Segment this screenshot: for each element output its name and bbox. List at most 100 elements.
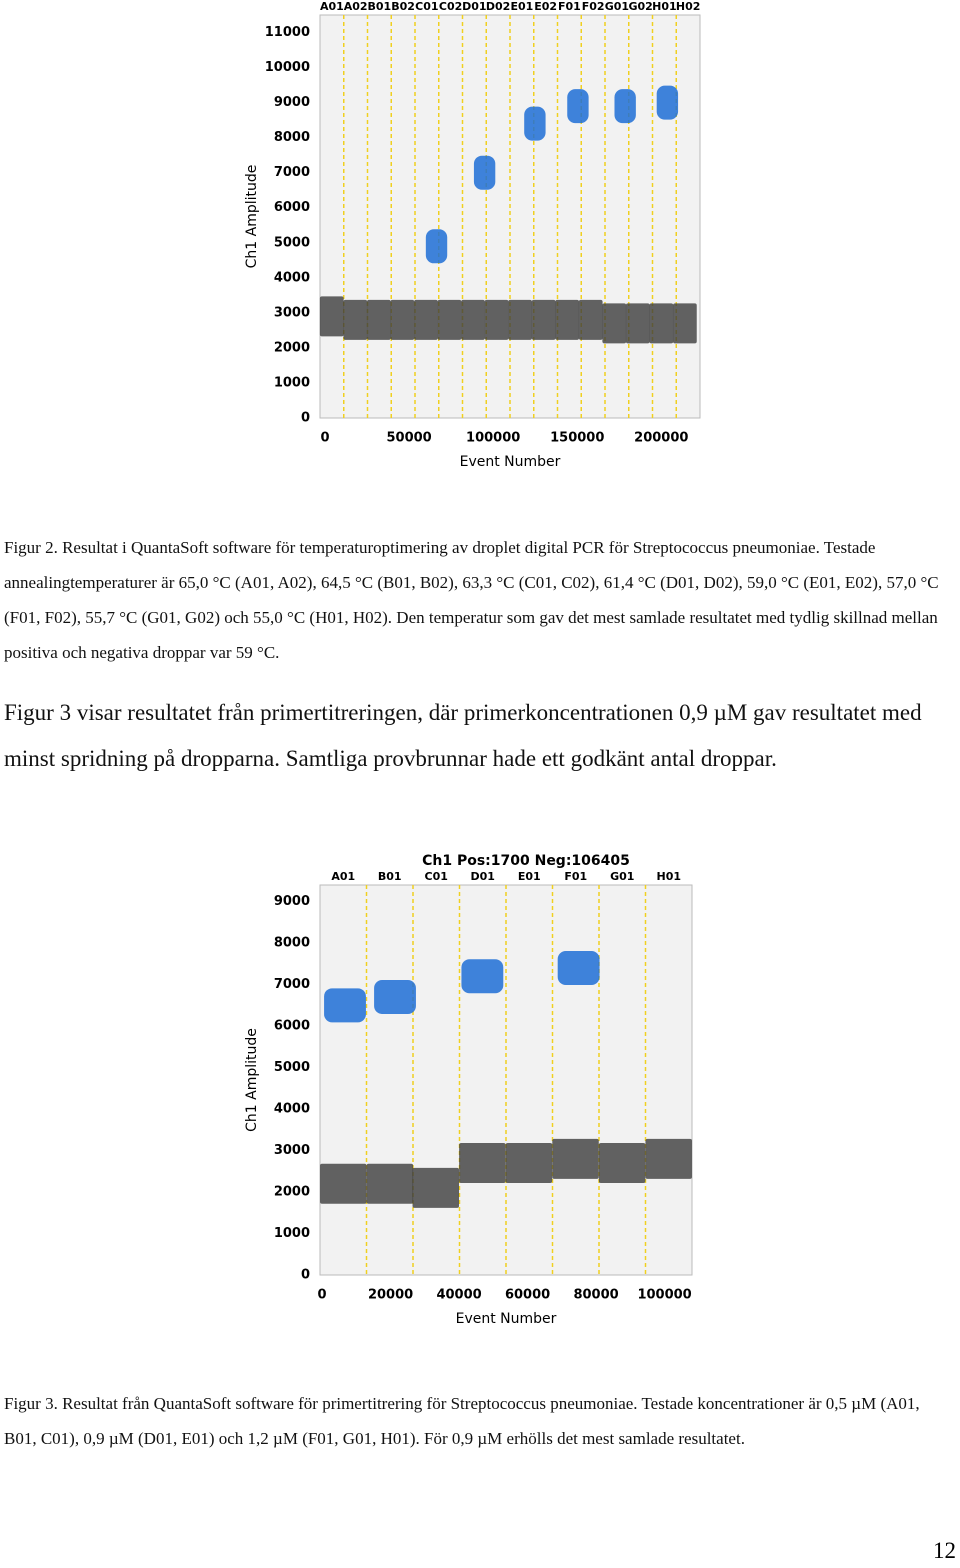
negative-band	[505, 1142, 553, 1183]
x-axis-label: Event Number	[456, 1311, 557, 1327]
positive-cluster	[656, 85, 679, 120]
x-tick-label: 150000	[550, 431, 604, 446]
x-tick-label: 0	[321, 431, 330, 446]
well-label: F01	[564, 870, 587, 883]
well-label: D01	[471, 870, 495, 883]
positive-cluster	[524, 106, 546, 141]
caption: Figur 2. Resultat i QuantaSoft software …	[4, 538, 939, 662]
negative-band	[414, 299, 438, 340]
negative-band	[602, 303, 627, 344]
well-label: C02	[439, 0, 462, 13]
y-tick-label: 10000	[265, 60, 310, 75]
y-tick-label: 7000	[274, 977, 310, 992]
well-label: D02	[486, 0, 510, 13]
negative-band	[625, 303, 650, 344]
negative-band	[366, 1163, 414, 1204]
well-label: E01	[518, 870, 541, 883]
x-tick-label: 0	[318, 1288, 327, 1303]
negative-band	[672, 303, 697, 344]
positive-cluster	[374, 980, 416, 1015]
y-tick-label: 1000	[274, 375, 310, 390]
x-tick-label: 40000	[436, 1288, 481, 1303]
negative-band	[459, 1142, 506, 1183]
negative-band	[343, 299, 368, 340]
y-tick-label: 2000	[274, 1185, 310, 1200]
y-tick-label: 0	[301, 411, 310, 426]
x-tick-label: 100000	[637, 1288, 691, 1303]
y-tick-label: 1000	[274, 1226, 310, 1241]
well-label: A02	[344, 0, 368, 13]
negative-band	[649, 303, 674, 344]
x-tick-label: 20000	[368, 1288, 413, 1303]
positive-cluster	[324, 988, 366, 1023]
well-label: C01	[415, 0, 438, 13]
well-label: F01	[558, 0, 581, 13]
y-tick-label: 6000	[274, 200, 310, 215]
x-tick-label: 60000	[505, 1288, 550, 1303]
positive-cluster	[557, 950, 600, 985]
y-tick-label: 4000	[274, 1102, 310, 1117]
negative-band	[552, 1138, 599, 1179]
positive-cluster	[614, 89, 636, 124]
x-tick-label: 100000	[466, 431, 520, 446]
well-label: H01	[656, 870, 681, 883]
well-label: F02	[582, 0, 605, 13]
negative-band	[598, 1142, 646, 1183]
negative-band	[319, 296, 344, 337]
negative-band	[412, 1167, 460, 1208]
page-number: 12	[933, 1538, 956, 1563]
y-tick-label: 8000	[274, 936, 310, 951]
y-tick-label: 8000	[274, 130, 310, 145]
well-label: E01	[510, 0, 533, 13]
y-tick-label: 3000	[274, 1143, 310, 1158]
negative-band	[437, 299, 462, 340]
negative-band	[390, 299, 415, 340]
well-label: B01	[378, 870, 402, 883]
y-tick-label: 9000	[274, 894, 310, 909]
negative-band	[320, 1163, 367, 1204]
negative-band	[645, 1138, 692, 1179]
negative-band	[366, 299, 391, 340]
well-label: H02	[676, 0, 701, 13]
y-tick-label: 5000	[274, 1060, 310, 1075]
positive-cluster	[473, 155, 496, 190]
well-label: H01	[652, 0, 677, 13]
plot-area	[319, 14, 701, 419]
y-tick-label: 6000	[274, 1019, 310, 1034]
x-tick-label: 80000	[573, 1288, 618, 1303]
negative-band	[508, 299, 532, 340]
well-label: G02	[628, 0, 652, 13]
caption: Figur 3. Resultat från QuantaSoft softwa…	[4, 1394, 920, 1448]
x-tick-label: 50000	[386, 431, 431, 446]
y-axis-label: Ch1 Amplitude	[244, 1028, 260, 1132]
positive-cluster	[425, 229, 448, 264]
negative-band	[555, 299, 580, 340]
x-tick-label: 200000	[634, 431, 688, 446]
y-tick-label: 5000	[274, 235, 310, 250]
x-axis-label: Event Number	[460, 454, 561, 470]
well-label: B02	[391, 0, 415, 13]
y-tick-label: 2000	[274, 340, 310, 355]
y-tick-label: 4000	[274, 270, 310, 285]
negative-band	[578, 299, 603, 340]
positive-cluster	[461, 959, 504, 994]
well-label: A01	[320, 0, 344, 13]
well-label: C01	[425, 870, 448, 883]
y-axis-label: Ch1 Amplitude	[244, 165, 260, 269]
well-label: G01	[610, 870, 634, 883]
negative-band	[531, 299, 556, 340]
y-tick-label: 7000	[274, 165, 310, 180]
well-label: A01	[331, 870, 355, 883]
well-label: B01	[368, 0, 392, 13]
well-label: G01	[605, 0, 629, 13]
negative-band	[461, 299, 485, 340]
y-tick-label: 3000	[274, 305, 310, 320]
well-label: E02	[534, 0, 557, 13]
y-tick-label: 9000	[274, 95, 310, 110]
negative-band	[484, 299, 509, 340]
y-tick-label: 0	[301, 1268, 310, 1283]
paragraph: Figur 3 visar resultatet från primertitr…	[4, 700, 922, 771]
well-label: D01	[462, 0, 486, 13]
